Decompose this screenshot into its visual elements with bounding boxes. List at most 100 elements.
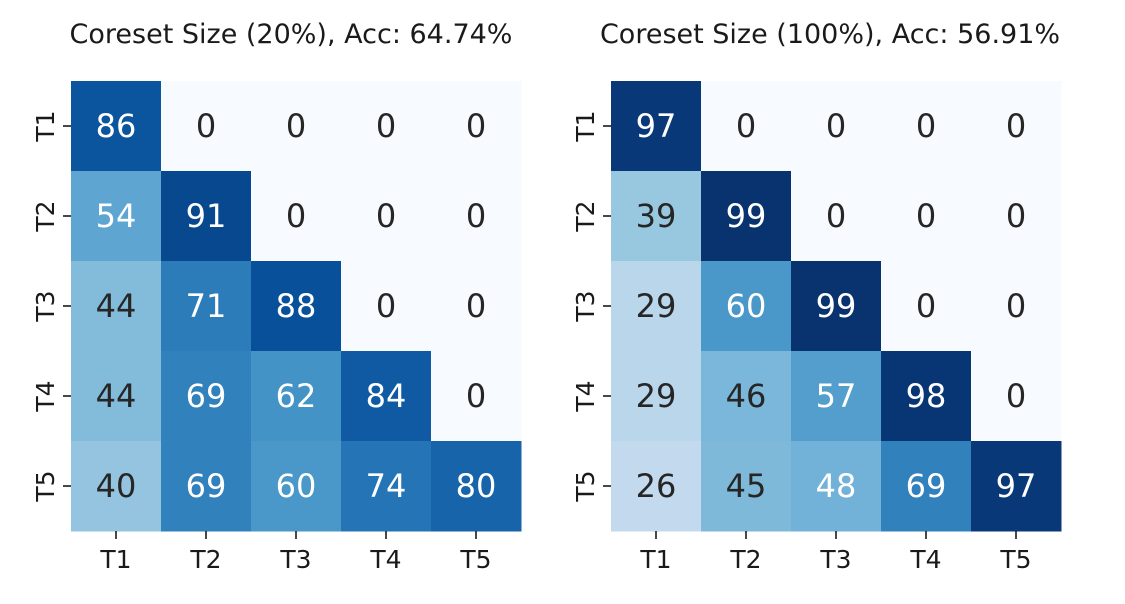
heatmap-cell: [71, 351, 162, 442]
heatmap-cell: [881, 351, 972, 442]
cell-value-label: 97: [996, 467, 1037, 505]
cell-value-label: 0: [1006, 287, 1026, 325]
cell-value-label: 86: [96, 107, 137, 145]
heatmap-cell: [791, 351, 882, 442]
cell-value-label: 44: [96, 287, 137, 325]
y-tick-label: T2: [571, 200, 600, 232]
cell-value-label: 97: [636, 107, 677, 145]
cell-value-label: 0: [376, 287, 396, 325]
cell-value-label: 0: [196, 107, 216, 145]
heatmap-cell: [611, 171, 702, 262]
x-tick-label: T5: [459, 545, 491, 574]
heatmap-cell: [251, 441, 342, 532]
heatmap-cell: [701, 441, 792, 532]
y-tick-label: T4: [31, 380, 60, 412]
cell-value-label: 80: [456, 467, 497, 505]
heatmap-cell: [701, 81, 792, 172]
heatmap-cell: [251, 261, 342, 352]
heatmap-cell: [611, 441, 702, 532]
heatmap-panel-2: Coreset Size (100%), Acc: 56.91% 97 0 0 0 0 39…: [571, 19, 1062, 574]
heatmap-panel-1: Coreset Size (20%), Acc: 64.74% 86 0 0 0 0 54 9…: [31, 19, 522, 574]
y-tick-label: T3: [31, 290, 60, 322]
cell-value-label: 0: [466, 107, 486, 145]
heatmap-cell: [71, 171, 162, 262]
cell-value-label: 0: [1006, 197, 1026, 235]
heatmap-cell: [611, 81, 702, 172]
chart-title: Coreset Size (20%), Acc: 64.74%: [70, 19, 513, 50]
heatmap-cell: [971, 351, 1062, 442]
cell-value-label: 29: [636, 287, 677, 325]
cell-value-label: 0: [466, 197, 486, 235]
cell-value-label: 40: [96, 467, 137, 505]
cell-value-label: 0: [826, 107, 846, 145]
heatmap-cell: [701, 261, 792, 352]
heatmap-cell: [161, 351, 252, 442]
x-tick-label: T4: [909, 545, 941, 574]
cell-value-label: 39: [636, 197, 677, 235]
cell-value-label: 0: [376, 197, 396, 235]
heatmap-cell: [71, 261, 162, 352]
heatmap-cell: [71, 441, 162, 532]
heatmap-cell: [251, 81, 342, 172]
heatmap-cell: [791, 441, 882, 532]
x-tick-label: T2: [729, 545, 761, 574]
cell-value-label: 46: [726, 377, 767, 415]
heatmap-cell: [881, 81, 972, 172]
cell-value-label: 0: [1006, 107, 1026, 145]
x-tick-label: T3: [279, 545, 311, 574]
heatmap-cell: [881, 441, 972, 532]
cell-value-label: 0: [376, 107, 396, 145]
heatmap-cell: [431, 171, 522, 262]
cell-value-label: 74: [366, 467, 407, 505]
cell-value-label: 0: [826, 197, 846, 235]
heatmap-cell: [611, 351, 702, 442]
heatmap-cell: [71, 81, 162, 172]
heatmap-cell: [431, 441, 522, 532]
cell-value-label: 0: [466, 377, 486, 415]
y-tick-label: T5: [31, 470, 60, 502]
heatmap-cell: [611, 261, 702, 352]
cell-value-label: 45: [726, 467, 767, 505]
cell-value-label: 99: [726, 197, 767, 235]
heatmap-cell: [791, 261, 882, 352]
y-tick-label: T1: [31, 110, 60, 142]
y-tick-label: T3: [571, 290, 600, 322]
heatmap-cell: [341, 441, 432, 532]
cell-value-label: 44: [96, 377, 137, 415]
heatmap-cell: [971, 171, 1062, 262]
cell-value-label: 60: [276, 467, 317, 505]
cell-value-label: 29: [636, 377, 677, 415]
heatmap-cell: [701, 351, 792, 442]
cell-value-label: 62: [276, 377, 317, 415]
heatmap-cell: [341, 171, 432, 262]
heatmap-cell: [431, 261, 522, 352]
y-tick-label: T2: [31, 200, 60, 232]
cell-value-label: 26: [636, 467, 677, 505]
heatmap-cell: [251, 351, 342, 442]
heatmap-cell: [341, 351, 432, 442]
cell-value-label: 0: [1006, 377, 1026, 415]
heatmap-cell: [431, 81, 522, 172]
heatmap-cell: [341, 261, 432, 352]
cell-value-label: 69: [186, 467, 227, 505]
cell-value-label: 0: [916, 107, 936, 145]
heatmap-cell: [791, 171, 882, 262]
cell-value-label: 0: [286, 107, 306, 145]
cell-value-label: 57: [816, 377, 857, 415]
heatmap-cell: [701, 171, 792, 262]
heatmap-cell: [431, 351, 522, 442]
heatmap-cell: [881, 171, 972, 262]
x-tick-label: T1: [99, 545, 131, 574]
cell-value-label: 0: [916, 287, 936, 325]
cell-value-label: 0: [466, 287, 486, 325]
heatmap-cell: [881, 261, 972, 352]
heatmap-cell: [971, 441, 1062, 532]
y-tick-label: T4: [571, 380, 600, 412]
y-tick-label: T5: [571, 470, 600, 502]
cell-value-label: 71: [186, 287, 227, 325]
cell-value-label: 54: [96, 197, 137, 235]
cell-value-label: 60: [726, 287, 767, 325]
cell-value-label: 98: [906, 377, 947, 415]
